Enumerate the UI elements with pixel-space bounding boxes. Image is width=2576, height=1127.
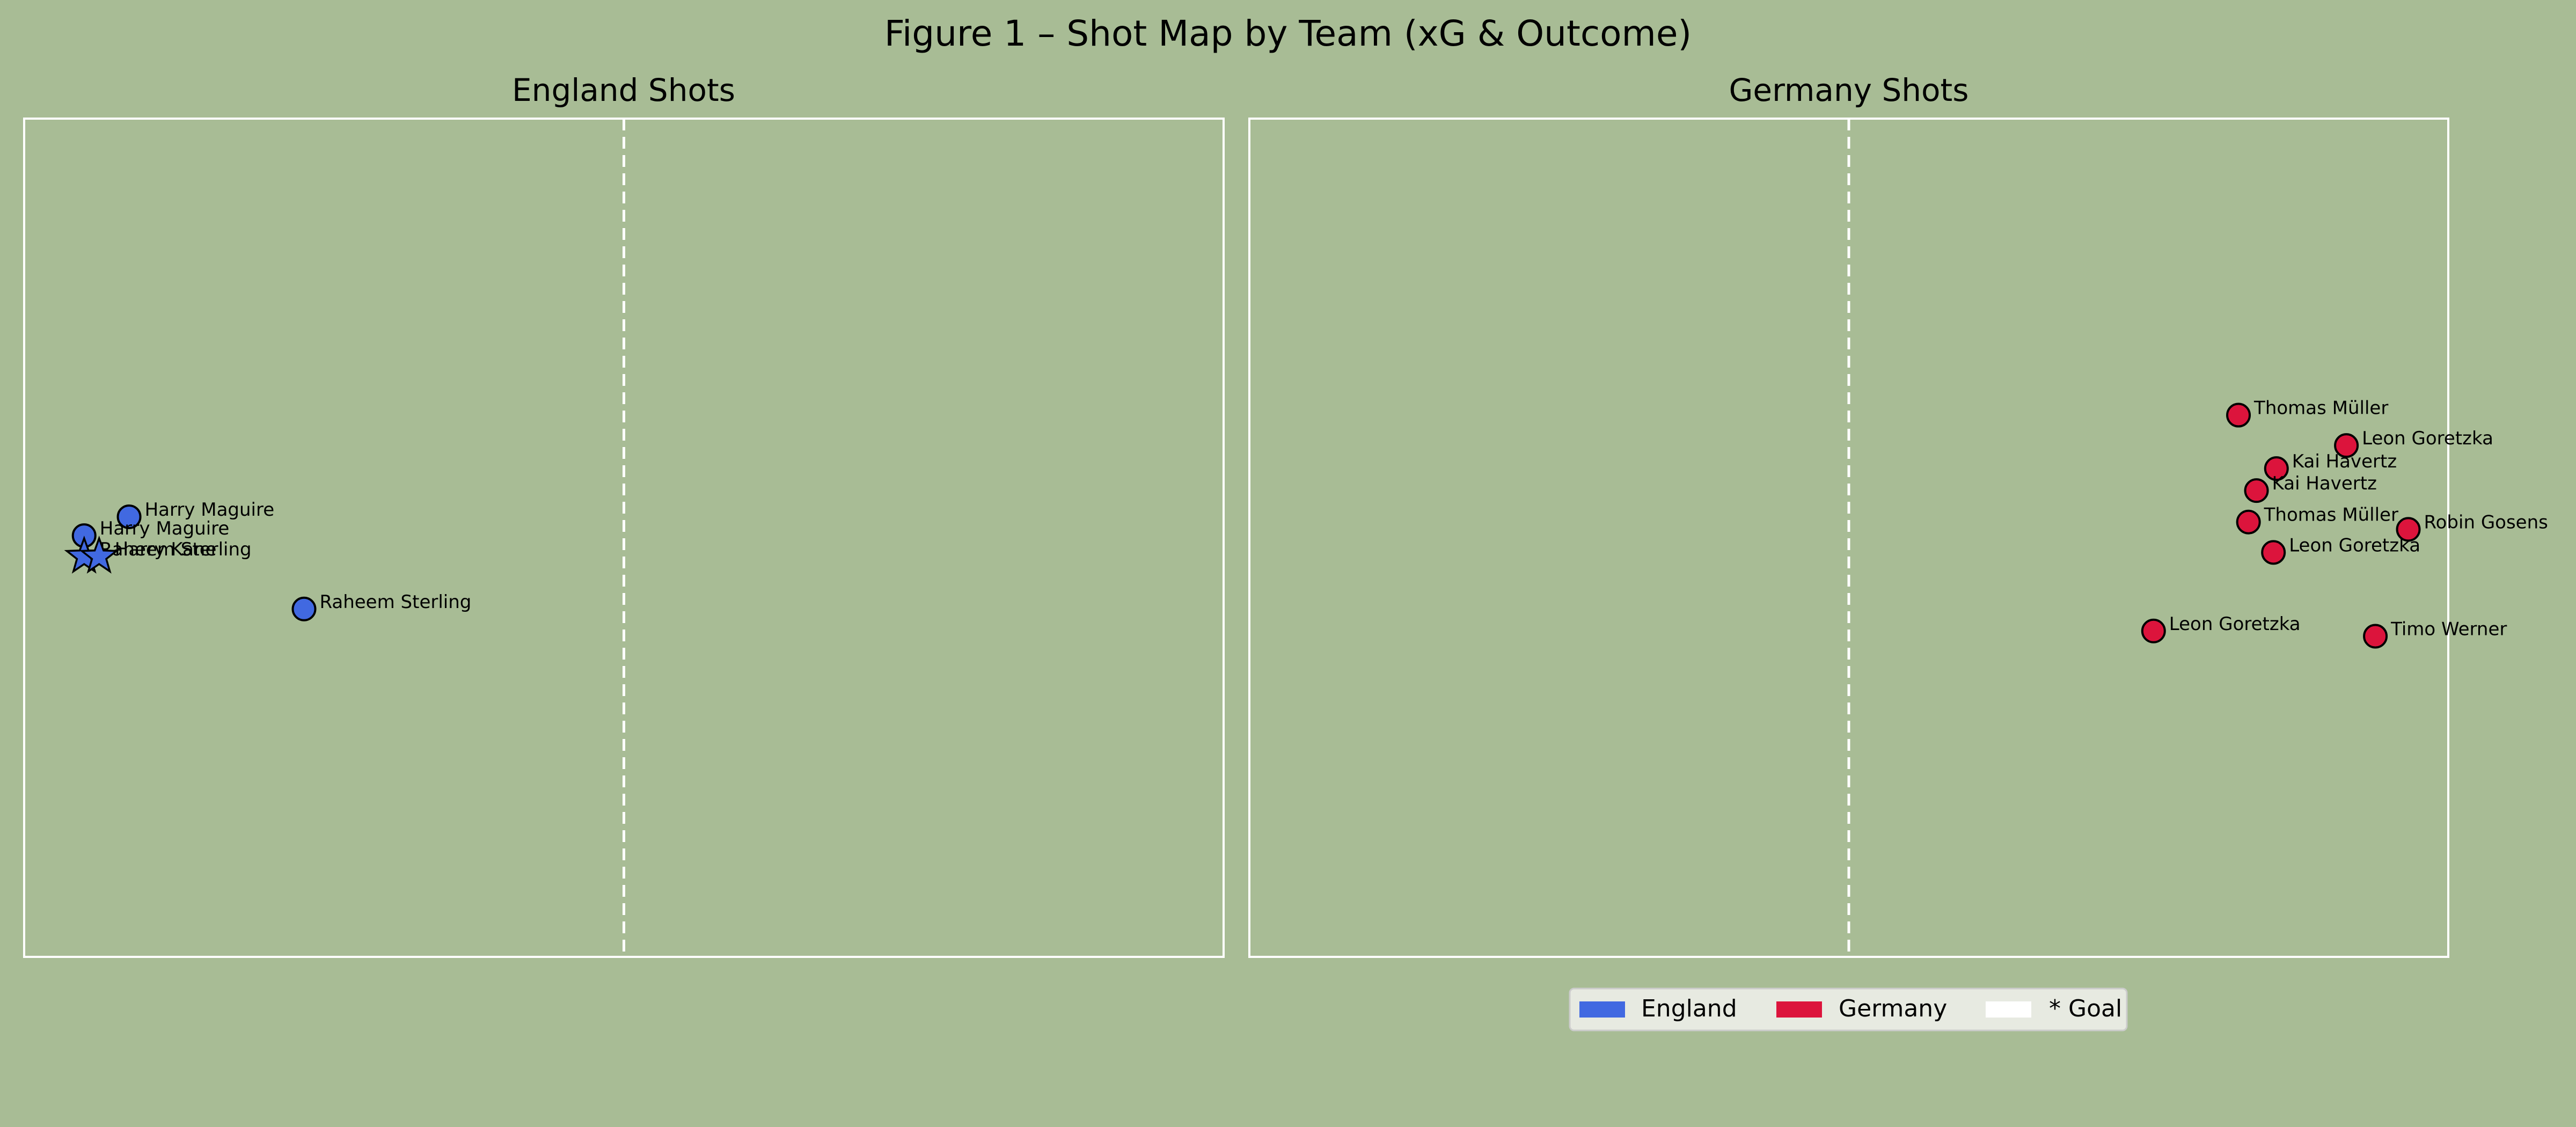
goal-marker bbox=[79, 535, 119, 574]
shot-player-label: Leon Goretzka bbox=[2169, 613, 2301, 635]
shot-player-label: Kai Havertz bbox=[2272, 473, 2377, 494]
figure-title: Figure 1 – Shot Map by Team (xG & Outcom… bbox=[884, 13, 1692, 54]
shot-player-label: Kai Havertz bbox=[2292, 451, 2397, 472]
shot-player-label: Thomas Müller bbox=[2264, 504, 2398, 526]
shot-player-label: Leon Goretzka bbox=[2289, 535, 2420, 556]
shot-marker bbox=[2244, 478, 2269, 503]
legend-swatch-england bbox=[1579, 1001, 1625, 1018]
shot-player-label: Raheem Sterling bbox=[100, 539, 252, 560]
shot-marker bbox=[2141, 618, 2166, 643]
shot-player-label: Harry Maguire bbox=[145, 499, 275, 521]
shot-marker bbox=[291, 596, 317, 621]
shot-player-label: Timo Werner bbox=[2390, 619, 2507, 640]
shot-player-label: Raheem Sterling bbox=[320, 591, 472, 613]
legend-swatch-germany bbox=[1776, 1001, 1822, 1018]
legend-label-germany: Germany bbox=[1839, 995, 1947, 1022]
shot-marker bbox=[2334, 433, 2359, 458]
shot-player-label: Leon Goretzka bbox=[2362, 428, 2493, 449]
germany-shot-map: Germany Shots Thomas Müller Leon Goretzka… bbox=[1248, 72, 2548, 958]
legend-frame bbox=[1569, 987, 2128, 1031]
legend: England Germany * Goal bbox=[1569, 987, 2128, 1031]
shot-marker bbox=[2264, 456, 2289, 481]
shot-player-label: Harry Maguire bbox=[100, 518, 230, 539]
shot-marker bbox=[2396, 517, 2421, 542]
germany-panel-title: Germany Shots bbox=[1729, 72, 1968, 108]
shot-player-label: Thomas Müller bbox=[2253, 398, 2388, 419]
shot-marker bbox=[2226, 402, 2251, 428]
england-panel-title: England Shots bbox=[512, 72, 735, 108]
shot-marker bbox=[2236, 509, 2261, 535]
legend-label-england: England bbox=[1641, 995, 1737, 1022]
shot-player-label: Robin Gosens bbox=[2424, 511, 2548, 533]
shot-marker bbox=[116, 504, 142, 529]
shot-player-label: Harry Kane bbox=[115, 539, 217, 560]
legend-swatch-goal bbox=[1986, 1001, 2031, 1018]
shot-marker bbox=[2363, 624, 2388, 649]
legend-label-goal: * Goal bbox=[2049, 995, 2122, 1022]
shot-marker bbox=[2261, 540, 2286, 565]
